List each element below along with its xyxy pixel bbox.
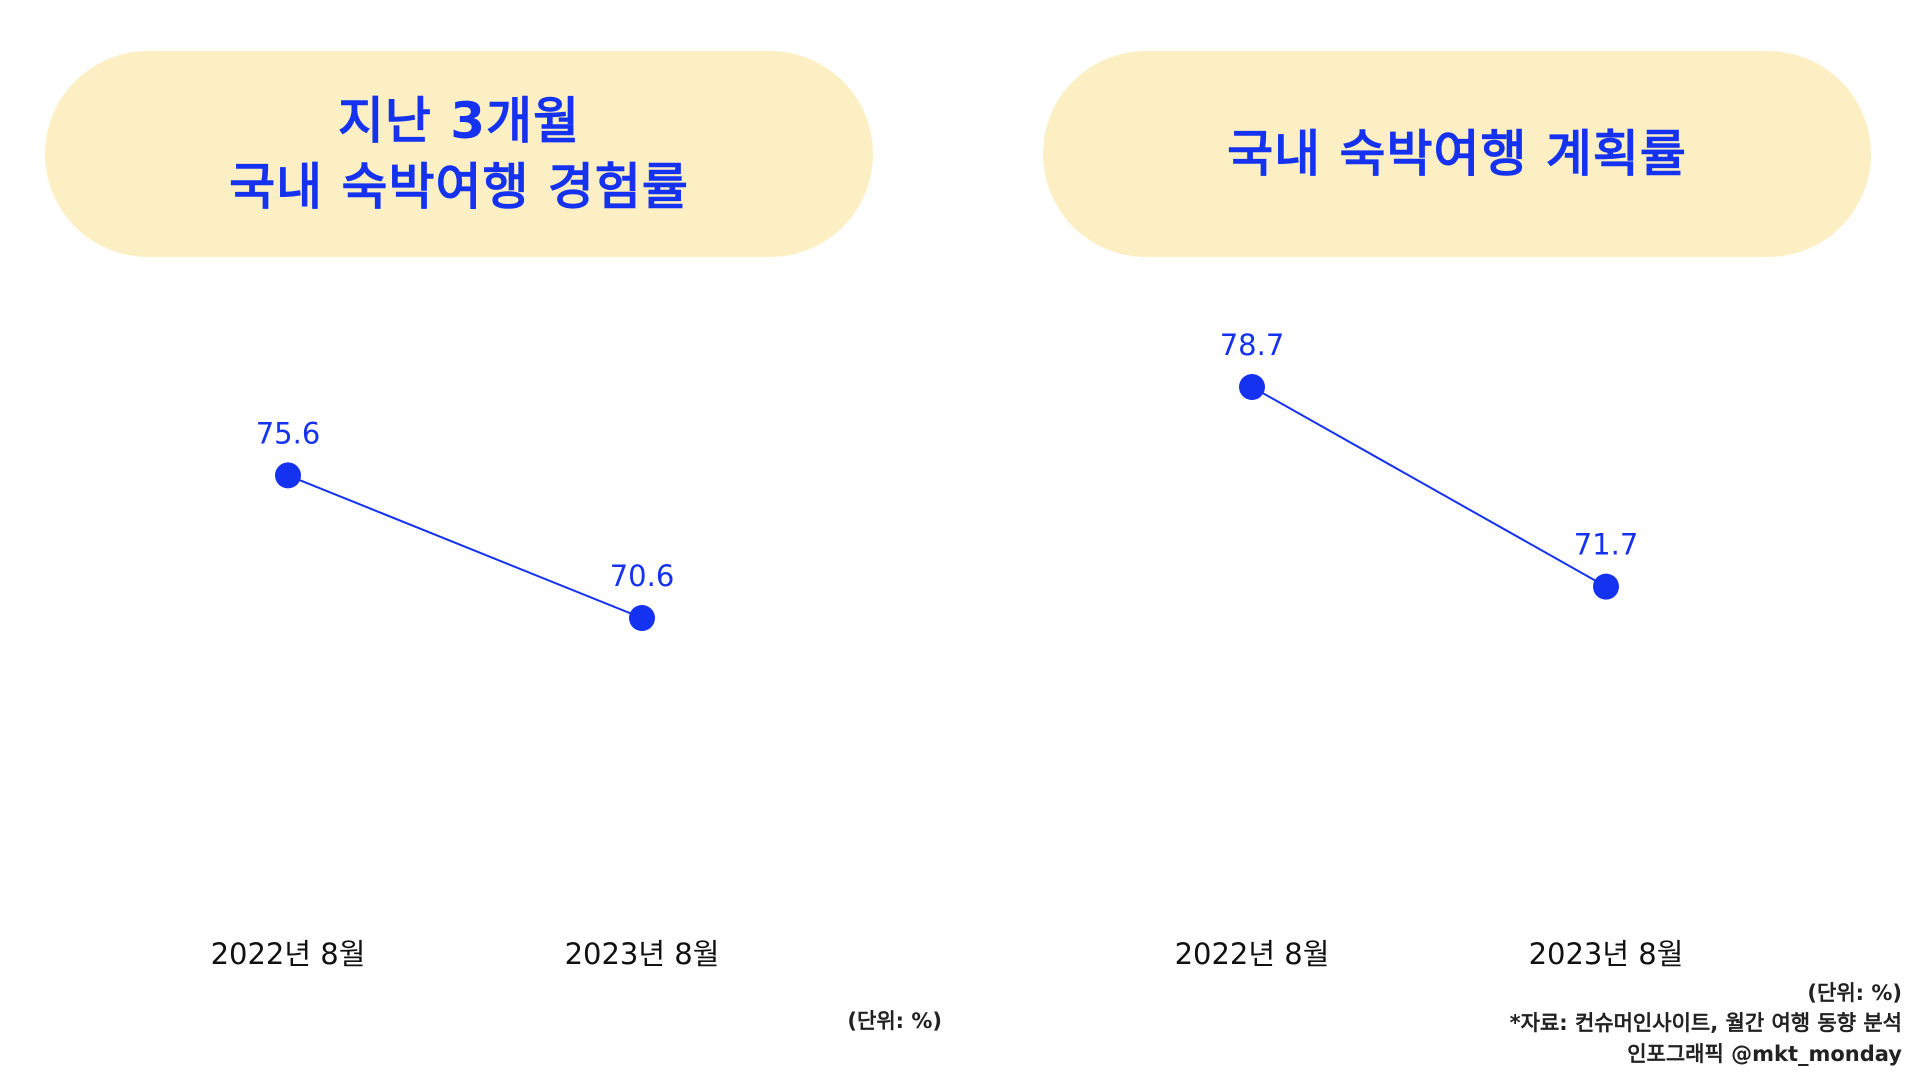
left-title-line-2: 국내 숙박여행 경험률 [229,158,689,216]
right-data-point-2 [1593,573,1619,600]
credit-note: 인포그래픽 @mkt_monday [1627,1042,1902,1066]
right-unit-note: (단위: %) [1807,981,1902,1005]
source-note: *자료: 컨슈머인사이트, 월간 여행 동향 분석 [1509,1011,1902,1035]
left-category-label-1: 2022년 8월 [211,937,366,971]
right-series-line [1251,386,1607,588]
left-category-label-2: 2023년 8월 [565,937,720,971]
right-title-banner: 국내 숙박여행 계획률 [1043,51,1871,257]
right-category-label-1: 2022년 8월 [1175,937,1330,971]
right-title-line-1: 국내 숙박여행 계획률 [1227,125,1687,183]
right-value-label-2: 71.7 [1574,528,1639,562]
left-title-banner: 지난 3개월 국내 숙박여행 경험률 [45,51,873,257]
left-value-label-2: 70.6 [610,559,675,593]
left-data-point-1 [275,462,301,489]
left-unit-note: (단위: %) [847,1009,942,1033]
left-data-point-2 [629,605,655,631]
right-data-point-1 [1239,374,1265,400]
right-category-label-2: 2023년 8월 [1529,937,1684,971]
right-value-label-1: 78.7 [1220,328,1285,362]
left-title-line-1: 지난 3개월 [337,92,581,150]
left-value-label-1: 75.6 [256,416,321,450]
left-series-line [287,474,643,619]
